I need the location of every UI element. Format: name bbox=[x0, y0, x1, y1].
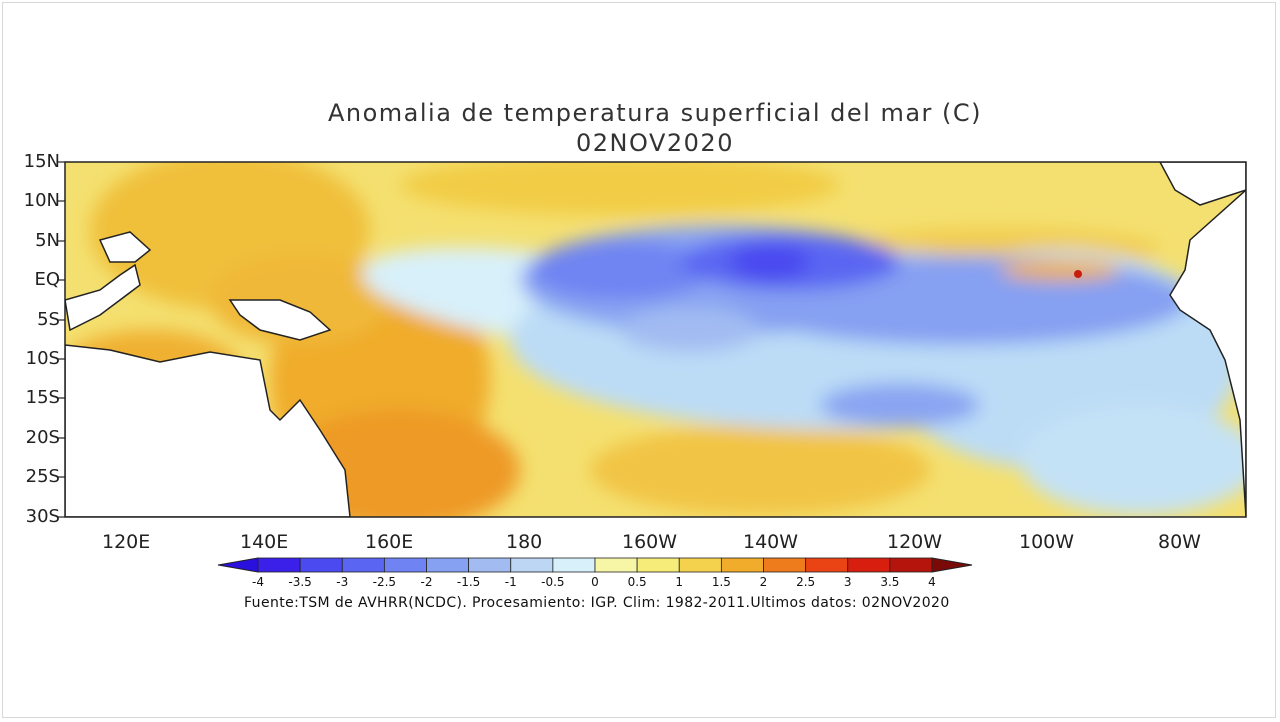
colorbar-swatch bbox=[889, 557, 933, 573]
colorbar-swatch bbox=[594, 557, 638, 573]
colorbar-tick-label: -1.5 bbox=[456, 575, 481, 589]
lat-label: 5N bbox=[35, 230, 60, 251]
colorbar-tick-label: -0.5 bbox=[541, 575, 565, 589]
colorbar-tick-label: 2.5 bbox=[796, 575, 816, 589]
colorbar-swatch bbox=[552, 557, 596, 573]
lat-label: 5S bbox=[37, 309, 60, 330]
colorbar-arrow-high bbox=[931, 557, 973, 573]
colorbar-tick-label: -1 bbox=[504, 575, 517, 589]
colorbar-tick-label: 4 bbox=[928, 575, 936, 589]
colorbar-tick-label: -4 bbox=[252, 575, 264, 589]
colorbar-swatch bbox=[847, 557, 891, 573]
source-note: Fuente:TSM de AVHRR(NCDC). Procesamiento… bbox=[244, 595, 950, 611]
map-date: 02NOV2020 bbox=[576, 129, 734, 157]
map-border bbox=[64, 161, 1247, 518]
colorbar-swatch bbox=[678, 557, 722, 573]
colorbar-tick-label: -3.5 bbox=[288, 575, 312, 589]
colorbar bbox=[217, 557, 973, 573]
colorbar-tick-label: -2.5 bbox=[372, 575, 397, 589]
colorbar-tick-label: -3 bbox=[336, 575, 349, 589]
lon-label: 180 bbox=[506, 531, 543, 553]
colorbar-tick-label: 0.5 bbox=[627, 575, 647, 589]
colorbar-tick-label: 3 bbox=[843, 575, 852, 589]
colorbar-swatch bbox=[383, 557, 427, 573]
lon-label: 120W bbox=[887, 531, 943, 553]
lat-label: 15N bbox=[23, 151, 60, 172]
colorbar-swatch bbox=[720, 557, 764, 573]
colorbar-swatch bbox=[426, 557, 470, 573]
lon-label: 160W bbox=[622, 531, 678, 553]
map-title: Anomalia de temperatura superficial del … bbox=[327, 99, 983, 127]
colorbar-arrow-low bbox=[217, 557, 259, 573]
lon-label: 140W bbox=[743, 531, 799, 553]
lon-label: 140E bbox=[240, 531, 289, 553]
lon-label: 80W bbox=[1158, 531, 1201, 553]
colorbar-tick-label: 1.5 bbox=[711, 575, 731, 589]
lat-label: 15S bbox=[25, 387, 60, 408]
colorbar-swatch bbox=[341, 557, 385, 573]
colorbar-swatch bbox=[299, 557, 343, 573]
colorbar-swatch bbox=[468, 557, 512, 573]
colorbar-tick-label: 0 bbox=[591, 575, 599, 589]
lat-label: 30S bbox=[25, 506, 60, 527]
lat-label: EQ bbox=[34, 269, 60, 290]
colorbar-swatch bbox=[763, 557, 807, 573]
colorbar-swatch bbox=[636, 557, 680, 573]
colorbar-tick-label: 1 bbox=[675, 575, 684, 589]
lat-label: 10N bbox=[23, 190, 60, 211]
land-masses bbox=[65, 162, 1246, 517]
colorbar-tick-label: 3.5 bbox=[880, 575, 900, 589]
colorbar-swatch bbox=[257, 557, 301, 573]
colorbar-tick-label: 2 bbox=[759, 575, 768, 589]
lon-label: 100W bbox=[1019, 531, 1075, 553]
lat-label: 25S bbox=[25, 466, 60, 487]
colorbar-swatch bbox=[805, 557, 849, 573]
lat-label: 20S bbox=[25, 427, 60, 448]
anomaly-field bbox=[65, 162, 1246, 517]
lon-label: 160E bbox=[365, 531, 414, 553]
colorbar-swatch bbox=[510, 557, 554, 573]
lat-label: 10S bbox=[25, 348, 60, 369]
axis-ticks bbox=[58, 161, 65, 518]
lon-label: 120E bbox=[102, 531, 151, 553]
colorbar-tick-label: -2 bbox=[420, 575, 433, 589]
